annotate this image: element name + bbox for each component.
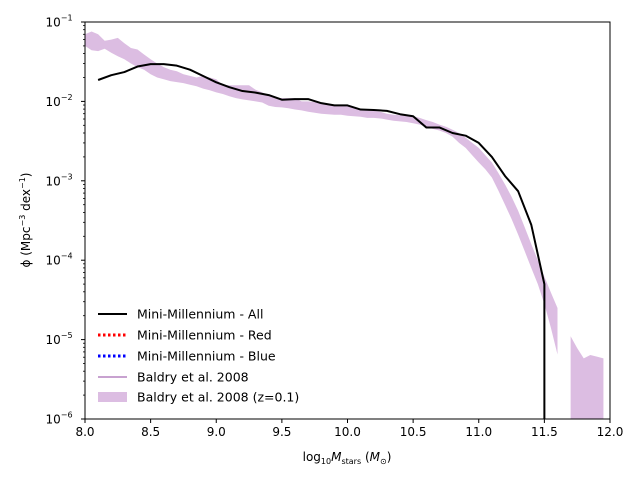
x-tick-label-0: 8.0 [75,425,94,439]
legend-label-red: Mini-Millennium - Red [137,328,272,343]
y-tick-label-5: 10−1 [45,14,72,30]
legend: Mini-Millennium - All Mini-Millennium - … [98,307,299,405]
legend-swatch-baldry-band [98,392,127,402]
y-axis-label: ϕ (Mpc−3 dex−1) [18,173,33,268]
x-tick-label-8: 12.0 [597,425,624,439]
x-axis-label: log10Mstars (M⊙) [303,450,392,466]
x-axis-label-unit-sub: ⊙ [380,457,387,466]
legend-entry-blue: Mini-Millennium - Blue [98,349,276,364]
x-axis-label-unit-close: ) [387,450,392,464]
x-axis-label-prefix: log [303,450,321,464]
y-tick-label-2: 10−4 [45,252,72,268]
x-tick-label-6: 11.0 [465,425,492,439]
x-axis-label-sub: 10 [321,457,331,466]
plot-area [85,31,604,419]
x-tick-label-2: 9.0 [207,425,226,439]
y-axis-label-main: ϕ (Mpc [19,227,33,268]
baldry-band-segment-0 [85,31,558,355]
legend-label-baldry: Baldry et al. 2008 [137,370,249,385]
x-tick-label-7: 11.5 [531,425,558,439]
legend-entry-all: Mini-Millennium - All [98,307,263,322]
y-axis-label-mid: dex [19,189,33,215]
baldry-band-segment-1 [570,336,604,419]
x-tick-label-1: 8.5 [141,425,160,439]
x-axis-label-var: M [331,450,342,464]
x-axis-label-var-sub: stars [341,457,361,466]
x-tick-label-4: 10.0 [334,425,361,439]
y-tick-label-1: 10−5 [45,331,72,347]
ticks: 8.0 8.5 9.0 9.5 10.0 10.5 11.0 11.5 12.0 10−6 10−5… [45,14,623,440]
legend-entry-baldry: Baldry et al. 2008 [98,370,249,385]
y-tick-label-4: 10−2 [45,93,72,109]
x-tick-label-5: 10.5 [400,425,427,439]
y-tick-label-0: 10−6 [45,411,72,427]
y-axis-label-sup2: −1 [18,177,27,189]
y-axis-label-sup1: −3 [18,215,27,227]
x-tick-label-3: 9.5 [272,425,291,439]
y-tick-label-3: 10−3 [45,172,72,188]
series-line-0 [97,63,546,419]
legend-entry-red: Mini-Millennium - Red [98,328,272,343]
x-axis-label-unit-open: ( [361,450,370,464]
legend-label-baldry-band: Baldry et al. 2008 (z=0.1) [137,390,299,405]
y-axis-label-close: ) [19,173,33,178]
legend-entry-baldry-band: Baldry et al. 2008 (z=0.1) [98,390,299,405]
x-axis-label-unit-var: M [370,450,381,464]
legend-label-all: Mini-Millennium - All [137,307,263,322]
legend-label-blue: Mini-Millennium - Blue [137,349,276,364]
